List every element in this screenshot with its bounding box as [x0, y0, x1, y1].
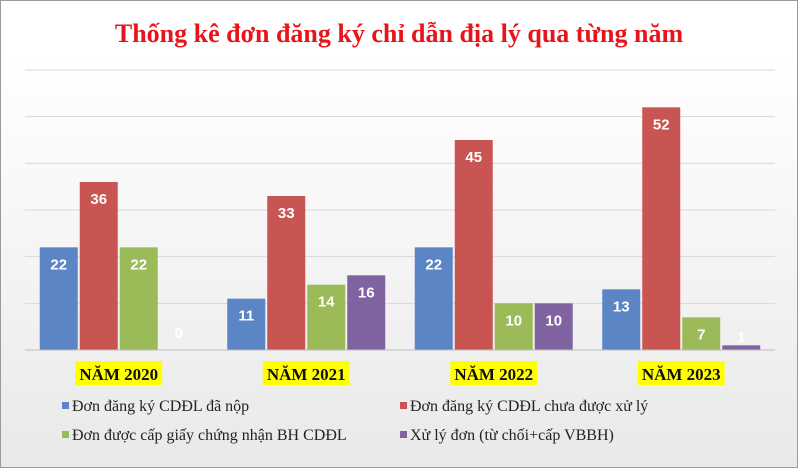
legend-swatch [62, 402, 69, 409]
bar-don-dang-ky-cddl-da-nop-nam-2022 [414, 247, 453, 350]
bar-don-dang-ky-cddl-chua-duoc-xu-ly-nam-2023 [642, 107, 681, 350]
category-labels: NĂM 2020 NĂM 2021 NĂM 2022 NĂM 2023 [75, 361, 725, 385]
legend-item-xu-ly-don-tu-choi-cap-vbbh: Xử lý đơn (từ chối+cấp VBBH) [400, 427, 614, 444]
bar-xu-ly-don-tu-choi-cap-vbbh-nam-2023 [722, 345, 761, 350]
legend-item-don-dang-ky-cddl-chua-duoc-xu-ly: Đơn đăng ký CDĐL chưa được xử lý [400, 398, 648, 415]
data-label: 16 [358, 284, 375, 301]
data-label: 22 [50, 256, 67, 273]
category-highlight [75, 361, 163, 385]
bar-don-dang-ky-cddl-chua-duoc-xu-ly-nam-2022 [454, 140, 493, 350]
data-label: 22 [425, 256, 442, 273]
legend-swatch [62, 431, 69, 438]
bar-don-duoc-cap-giay-chung-nhan-bh-cddl-nam-2020 [119, 247, 158, 350]
data-label: 14 [318, 294, 335, 311]
data-label: 33 [278, 205, 295, 222]
category-label-nam-2021: NĂM 2021 [262, 361, 350, 385]
legend-label: Đơn đăng ký CDĐL đã nộp [72, 398, 249, 415]
legend: Đơn đăng ký CDĐL đã nộp Đơn đăng ký CDĐL … [62, 398, 648, 444]
bar-don-dang-ky-cddl-da-nop-nam-2023 [602, 289, 641, 350]
category-label-nam-2023: NĂM 2023 [637, 361, 725, 385]
bar-don-dang-ky-cddl-da-nop-nam-2020 [39, 247, 78, 350]
bar-don-duoc-cap-giay-chung-nhan-bh-cddl-nam-2023 [682, 317, 721, 350]
data-label: 10 [505, 312, 522, 329]
bar-xu-ly-don-tu-choi-cap-vbbh-nam-2021 [347, 275, 386, 350]
chart-title: Thống kê đơn đăng ký chỉ dẫn địa lý qua … [115, 19, 684, 48]
category-text: NĂM 2020 [79, 365, 158, 384]
category-label-nam-2020: NĂM 2020 [75, 361, 163, 385]
bar-don-duoc-cap-giay-chung-nhan-bh-cddl-nam-2022 [494, 303, 533, 350]
data-label: 13 [613, 298, 630, 315]
legend-label: Đơn đăng ký CDĐL chưa được xử lý [410, 398, 648, 415]
data-label: 10 [545, 312, 562, 329]
data-label: 45 [465, 149, 482, 166]
bar-don-dang-ky-cddl-chua-duoc-xu-ly-nam-2020 [79, 182, 118, 350]
bar-don-dang-ky-cddl-chua-duoc-xu-ly-nam-2021 [267, 196, 306, 350]
category-highlight [637, 361, 725, 385]
bar-don-dang-ky-cddl-da-nop-nam-2021 [227, 298, 266, 350]
legend-label: Đơn được cấp giấy chứng nhận BH CDĐL [72, 427, 347, 444]
data-label: 7 [697, 326, 705, 343]
legend-swatch [400, 402, 407, 409]
data-label: 22 [130, 256, 147, 273]
category-highlight [262, 361, 350, 385]
legend-swatch [400, 431, 407, 438]
data-label: 11 [238, 308, 254, 325]
data-label: 0 [175, 325, 183, 342]
category-text: NĂM 2021 [267, 365, 346, 384]
bar-don-duoc-cap-giay-chung-nhan-bh-cddl-nam-2021 [307, 284, 346, 350]
category-highlight [450, 361, 538, 385]
data-label: 52 [653, 116, 670, 133]
category-text: NĂM 2022 [454, 365, 533, 384]
data-label: 1 [737, 329, 745, 346]
category-label-nam-2022: NĂM 2022 [450, 361, 538, 385]
bar-xu-ly-don-tu-choi-cap-vbbh-nam-2022 [534, 303, 573, 350]
data-label: 36 [90, 191, 107, 208]
legend-item-don-dang-ky-cddl-da-nop: Đơn đăng ký CDĐL đã nộp [62, 398, 249, 415]
category-text: NĂM 2023 [642, 365, 721, 384]
data-labels: 22 36 22 0 11 33 14 16 22 45 10 10 13 52 7 1 [50, 116, 745, 346]
legend-item-don-duoc-cap-giay-chung-nhan-bh-cddl: Đơn được cấp giấy chứng nhận BH CDĐL [62, 427, 347, 444]
bar-series [39, 107, 761, 350]
legend-label: Xử lý đơn (từ chối+cấp VBBH) [410, 427, 614, 444]
